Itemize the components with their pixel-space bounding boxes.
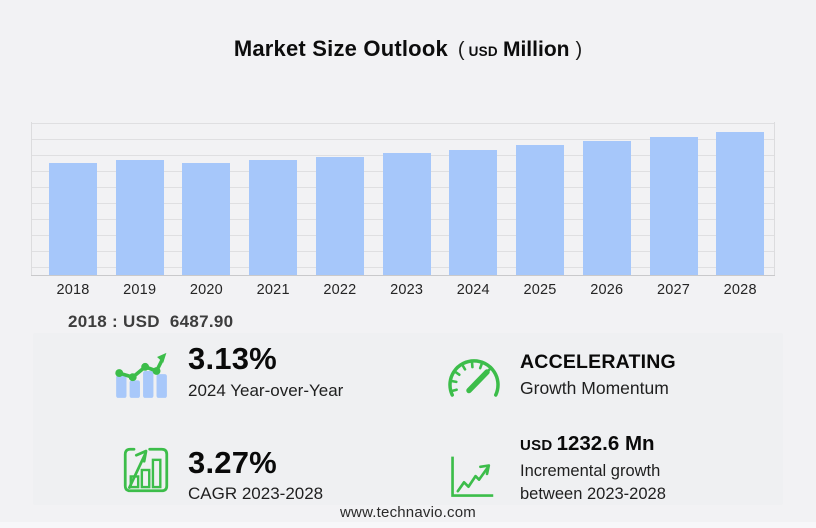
stat-incremental-amount: 1232.6 Mn <box>556 432 655 455</box>
x-axis-label-2022: 2022 <box>323 282 357 298</box>
stat-incremental-currency: USD <box>520 437 553 454</box>
stat-cagr-value: 3.27% <box>188 445 277 480</box>
bar-2021 <box>249 160 298 275</box>
x-axis-label-2023: 2023 <box>390 282 424 298</box>
page-title: Market Size Outlook ( USD Million ) <box>0 36 816 70</box>
x-axis-label-2018: 2018 <box>56 282 90 298</box>
title-paren-open: ( <box>457 39 465 61</box>
chart-x-labels: 2018 2019 2020 2021 2022 2023 2024 2025 2026 2027… <box>31 282 775 302</box>
line-growth-icon <box>449 454 495 500</box>
bar-2020 <box>182 163 231 275</box>
title-unit-currency: USD <box>468 44 498 59</box>
bar-2025 <box>516 145 564 275</box>
stat-cagr-label: CAGR 2023-2028 <box>188 484 324 503</box>
x-axis-label-2025: 2025 <box>523 282 557 298</box>
x-axis-label-2027: 2027 <box>656 282 691 298</box>
stat-incremental: USD 1232.6 Mn Incremental growth between … <box>520 432 666 506</box>
bar-2022 <box>315 157 364 275</box>
stats-panel <box>33 333 783 505</box>
bar-chart-plot <box>31 110 775 276</box>
plot-right-edge <box>774 122 775 275</box>
bar-2024 <box>449 150 498 275</box>
growth-bars-icon <box>122 445 170 495</box>
bar-2027 <box>649 137 698 275</box>
bar-2018 <box>49 163 97 275</box>
trend-bars-icon <box>112 344 170 398</box>
title-unit-word: Million <box>502 38 570 61</box>
x-axis-label-2028: 2028 <box>723 282 757 298</box>
x-axis-label-2024: 2024 <box>456 282 490 298</box>
stat-incremental-label-line2: between 2023-2028 <box>520 485 666 503</box>
bar-2026 <box>582 141 631 275</box>
title-main: Market Size Outlook <box>233 36 448 61</box>
stat-yoy-value: 3.13% <box>188 341 277 376</box>
stat-yoy-label: 2024 Year-over-Year <box>188 381 344 400</box>
bar-2019 <box>115 160 164 275</box>
x-axis-label-2019: 2019 <box>123 282 157 298</box>
x-axis-label-2026: 2026 <box>590 282 624 298</box>
stat-incremental-value: USD 1232.6 Mn <box>520 432 666 456</box>
footer-url: www.technavio.com <box>340 504 476 521</box>
bar-2028 <box>716 132 765 275</box>
plot-left-edge <box>31 122 32 275</box>
gridline <box>31 139 775 140</box>
gridline <box>31 123 775 124</box>
x-axis-label-2020: 2020 <box>189 282 223 298</box>
stat-momentum-label: Growth Momentum <box>520 378 669 398</box>
x-axis-label-2021: 2021 <box>256 282 290 298</box>
stat-cagr: 3.27% CAGR 2023-2028 <box>188 446 323 505</box>
bar-2023 <box>382 153 431 275</box>
chart-annotation-2018: 2018 : USD 6487.90 <box>68 312 234 331</box>
gauge-icon <box>443 351 505 399</box>
bottom-strip <box>0 522 816 528</box>
title-paren-close: ) <box>575 39 583 61</box>
stat-incremental-label-line1: Incremental growth <box>520 462 661 480</box>
stat-yoy: 3.13% 2024 Year-over-Year <box>188 341 343 402</box>
stat-momentum-value: ACCELERATING <box>520 351 676 373</box>
stat-momentum: ACCELERATING Growth Momentum <box>520 350 676 400</box>
